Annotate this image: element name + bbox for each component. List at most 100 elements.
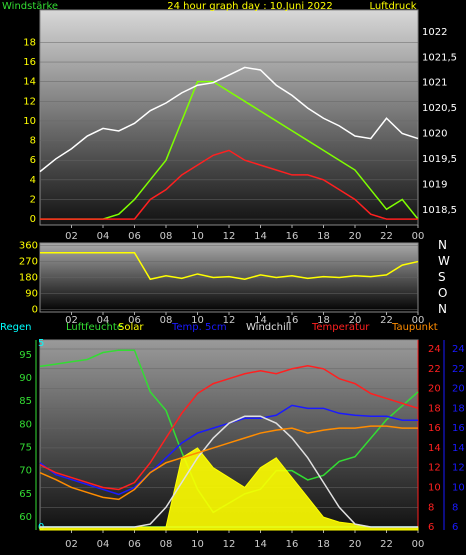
x-tick-label: 22 bbox=[380, 315, 393, 326]
y-tick-label: 18 bbox=[428, 403, 441, 414]
y-tick-label: 90 bbox=[19, 373, 32, 384]
x-tick-label: 06 bbox=[128, 231, 141, 242]
x-tick-label: 20 bbox=[349, 231, 362, 242]
y-tick-label: 360 bbox=[19, 241, 38, 252]
y-tick-label: 1020 bbox=[422, 129, 447, 140]
x-tick-label: 04 bbox=[97, 539, 110, 550]
legend-label: Taupunkt bbox=[391, 322, 438, 333]
y-tick-label: 16 bbox=[428, 423, 441, 434]
y-tick-label: 12 bbox=[452, 463, 465, 474]
y-tick-label: O bbox=[438, 286, 447, 300]
x-tick-label: 02 bbox=[65, 315, 78, 326]
x-tick-label: 22 bbox=[380, 539, 393, 550]
y-tick-label: 16 bbox=[452, 423, 465, 434]
x-tick-label: 12 bbox=[223, 231, 236, 242]
x-tick-label: 06 bbox=[128, 539, 141, 550]
x-tick-label: 04 bbox=[97, 231, 110, 242]
x-tick-label: 00 bbox=[412, 315, 425, 326]
y-tick-label: 270 bbox=[19, 257, 38, 268]
x-tick-label: 18 bbox=[317, 315, 330, 326]
y-tick-label: 8 bbox=[428, 502, 434, 513]
y-tick-label: W bbox=[438, 254, 450, 268]
y-tick-label: 80 bbox=[19, 419, 32, 430]
legend-label: Temperatur bbox=[311, 322, 370, 333]
y-tick-label: 18 bbox=[452, 403, 465, 414]
x-tick-label: 10 bbox=[191, 539, 204, 550]
y-tick-label: 6 bbox=[30, 155, 36, 166]
x-tick-label: 08 bbox=[160, 315, 173, 326]
y-tick-label: 0 bbox=[32, 304, 38, 315]
y-tick-label: 4 bbox=[30, 175, 36, 186]
legend-label: Regen bbox=[0, 322, 32, 333]
y-tick-label: 5 bbox=[38, 338, 44, 349]
y-tick-label: 10 bbox=[428, 482, 441, 493]
y-tick-label: 24 bbox=[428, 344, 441, 355]
y-tick-label: 1022 bbox=[422, 27, 447, 38]
series-line bbox=[39, 66, 419, 173]
chart-title: 24 hour graph day : 10.Juni 2022 bbox=[167, 1, 333, 12]
x-tick-label: 16 bbox=[286, 315, 299, 326]
x-tick-label: 00 bbox=[412, 231, 425, 242]
y-tick-label: 16 bbox=[23, 57, 36, 68]
series-line bbox=[39, 425, 418, 501]
y-tick-label: 8 bbox=[452, 502, 458, 513]
y-tick-label: 20 bbox=[452, 384, 465, 395]
x-tick-label: 14 bbox=[254, 539, 267, 550]
y-tick-label: 8 bbox=[30, 136, 36, 147]
x-tick-label: 20 bbox=[349, 315, 362, 326]
y-tick-label: 95 bbox=[19, 350, 32, 361]
y-tick-label: 1021 bbox=[422, 78, 447, 89]
y-tick-label: 6 bbox=[428, 522, 434, 533]
series-line bbox=[40, 415, 418, 528]
x-tick-label: 08 bbox=[160, 539, 173, 550]
y-tick-label: 22 bbox=[428, 364, 441, 375]
x-tick-label: 12 bbox=[223, 539, 236, 550]
x-tick-label: 14 bbox=[254, 231, 267, 242]
y-tick-label: 1018,5 bbox=[422, 205, 457, 216]
y-tick-label: 70 bbox=[19, 466, 32, 477]
y-tick-label: 90 bbox=[25, 288, 38, 299]
x-tick-label: 10 bbox=[191, 315, 204, 326]
y2-axis-label: Luftdruck bbox=[369, 1, 416, 12]
x-tick-label: 02 bbox=[65, 231, 78, 242]
y-tick-label: 2 bbox=[30, 194, 36, 205]
y-tick-label: 12 bbox=[23, 96, 36, 107]
y-tick-label: 10 bbox=[452, 482, 465, 493]
legend-label: Temp. 5cm bbox=[171, 322, 227, 333]
y-tick-label: 1019,5 bbox=[422, 154, 457, 165]
y-tick-label: 180 bbox=[19, 273, 38, 284]
y-tick-label: 20 bbox=[428, 384, 441, 395]
series-line bbox=[39, 365, 419, 491]
y-tick-label: 12 bbox=[428, 463, 441, 474]
y-tick-label: 14 bbox=[452, 443, 465, 454]
x-tick-label: 08 bbox=[160, 231, 173, 242]
y-tick-label: 14 bbox=[23, 77, 36, 88]
y-tick-label: 65 bbox=[19, 489, 32, 500]
panel-wind bbox=[39, 9, 419, 226]
y-axis-label: Windstärke bbox=[2, 1, 58, 12]
x-tick-label: 02 bbox=[65, 539, 78, 550]
x-tick-label: 00 bbox=[412, 539, 425, 550]
series-line bbox=[40, 149, 418, 220]
x-tick-label: 10 bbox=[191, 231, 204, 242]
x-tick-label: 12 bbox=[223, 315, 236, 326]
y-tick-label: S bbox=[438, 270, 446, 284]
x-tick-label: 14 bbox=[254, 315, 267, 326]
x-tick-label: 20 bbox=[349, 539, 362, 550]
x-tick-label: 18 bbox=[317, 539, 330, 550]
y-tick-label: N bbox=[438, 238, 447, 252]
x-tick-label: 18 bbox=[317, 231, 330, 242]
y-tick-label: 85 bbox=[19, 396, 32, 407]
y-tick-label: 60 bbox=[19, 512, 32, 523]
y-tick-label: 1019 bbox=[422, 179, 447, 190]
y-tick-label: 22 bbox=[452, 364, 465, 375]
y-tick-label: 6 bbox=[452, 522, 458, 533]
y-tick-label: 75 bbox=[19, 443, 32, 454]
x-tick-label: 16 bbox=[286, 539, 299, 550]
y-tick-label: N bbox=[438, 302, 447, 316]
series-line bbox=[40, 251, 419, 281]
legend-label: Windchill bbox=[246, 322, 291, 333]
y-tick-label: 10 bbox=[23, 116, 36, 127]
x-tick-label: 06 bbox=[128, 315, 141, 326]
